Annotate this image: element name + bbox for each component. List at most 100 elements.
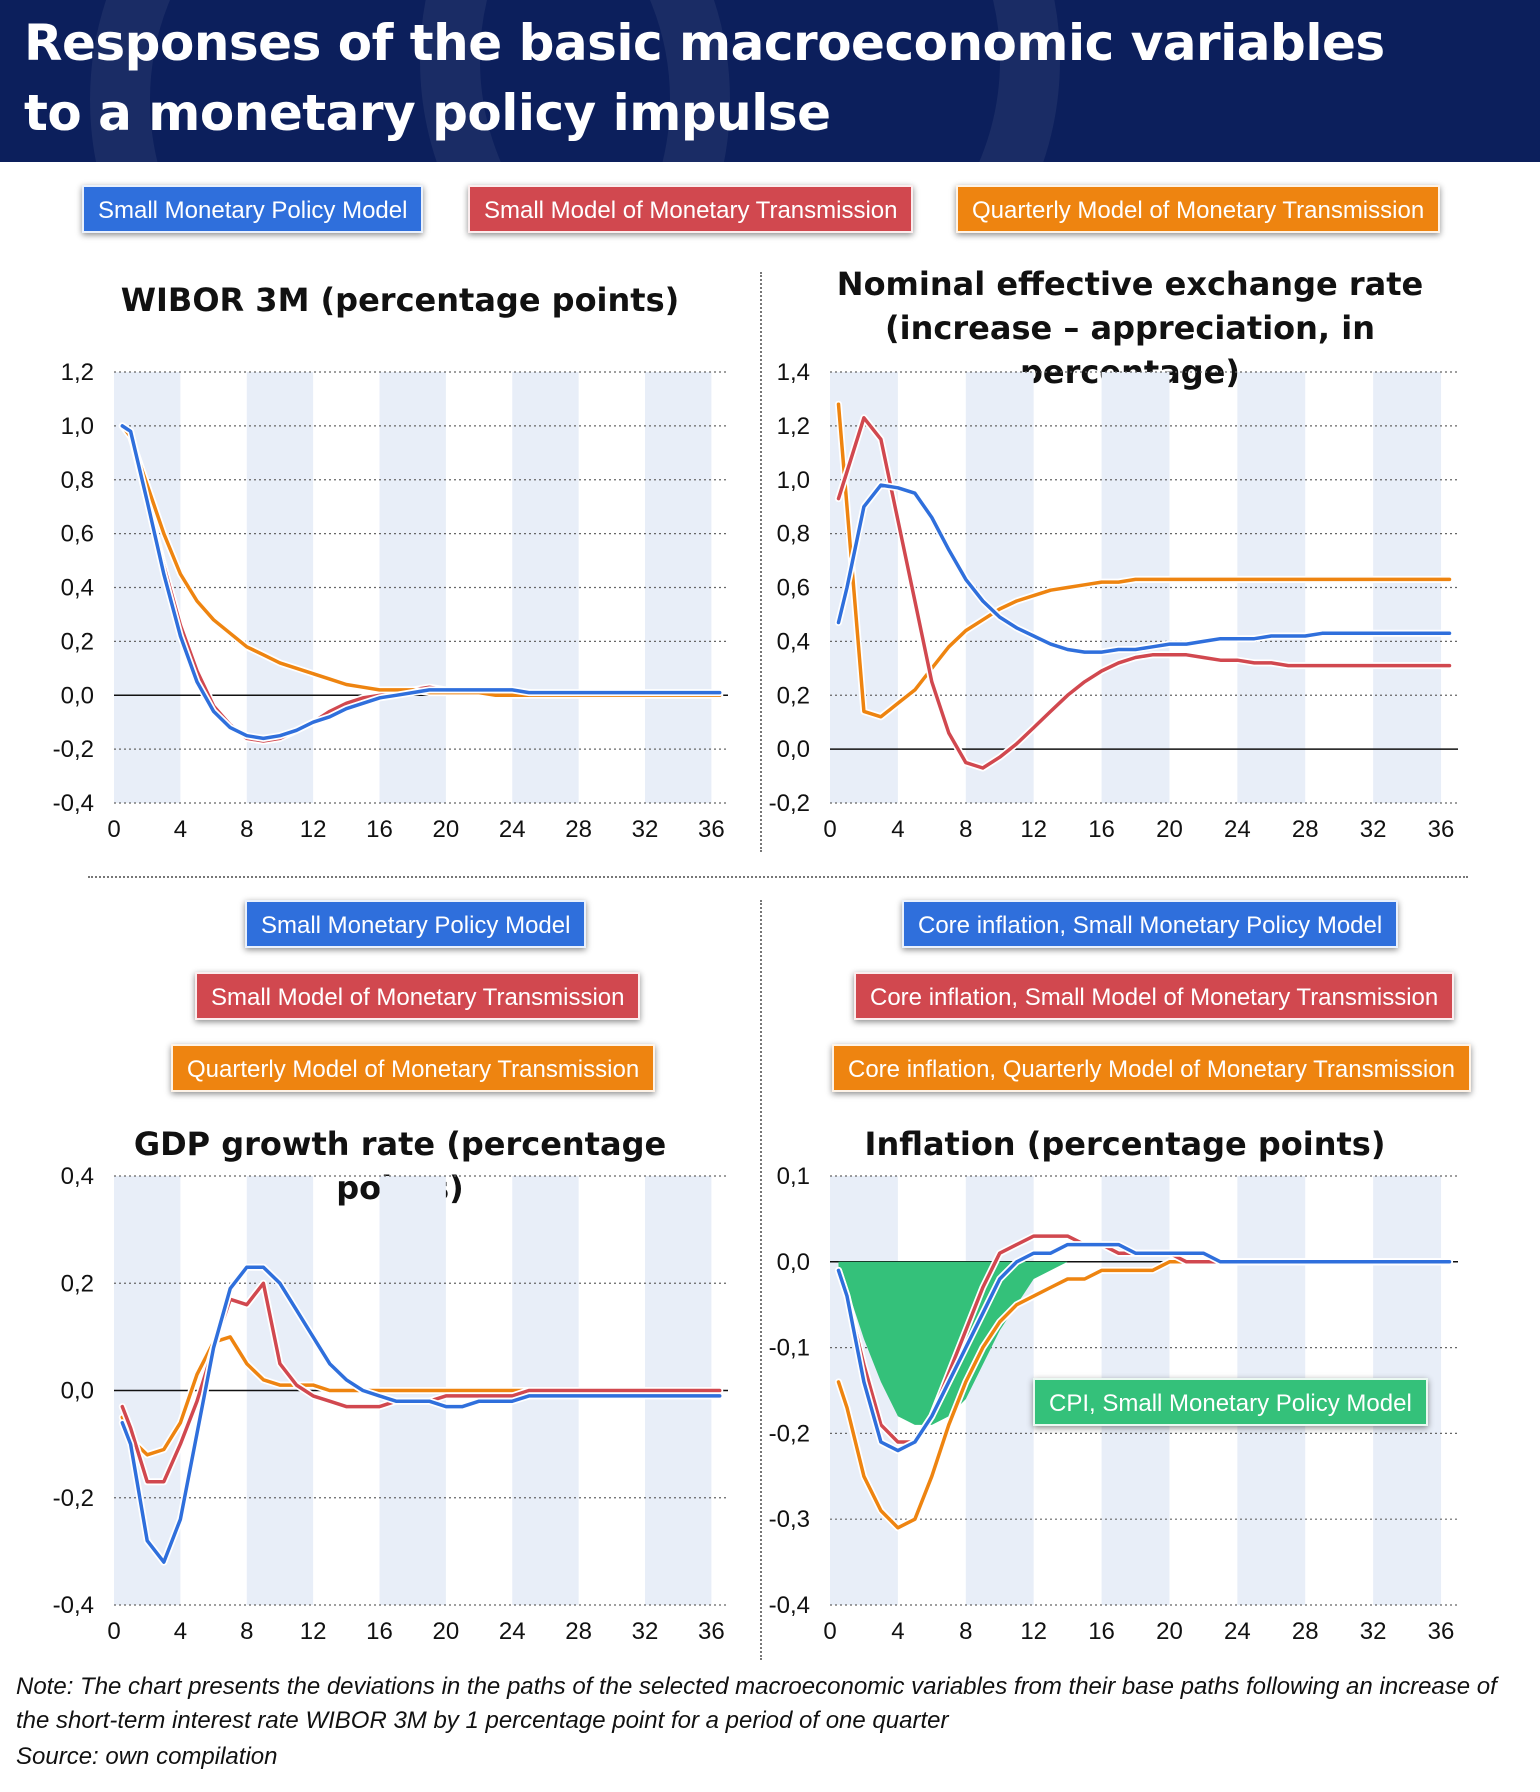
y-tick-label: 0,8 xyxy=(777,521,810,548)
legend-core-inflation-quarterly-model-monetary-transmission: Core inflation, Quarterly Model of Monet… xyxy=(832,1044,1471,1092)
x-tick-label: 36 xyxy=(1428,1618,1455,1645)
x-tick-label: 4 xyxy=(891,816,904,843)
legend-cpi-small-monetary-policy-model: CPI, Small Monetary Policy Model xyxy=(1033,1378,1428,1426)
y-tick-label: 0,2 xyxy=(777,682,810,709)
exchange-rate-chart: -0,2 0,0 0,2 0,4 0,6 0,8 1,0 1,2 1,4 0 4 8 12 16 20 24 2… xyxy=(769,359,1458,843)
y-tick-label: 1,0 xyxy=(777,467,810,494)
x-tick-label: 24 xyxy=(1224,816,1251,843)
vertical-separator-top xyxy=(760,272,762,852)
series-line-blue xyxy=(836,1242,1452,1453)
x-tick-label: 16 xyxy=(1088,1618,1115,1645)
x-tick-label: 24 xyxy=(499,816,526,843)
x-tick-label: 32 xyxy=(1360,1618,1387,1645)
y-tick-label: -0,4 xyxy=(53,1592,94,1619)
inflation-chart-title: Inflation (percentage points) xyxy=(864,1125,1386,1163)
y-tick-label: -0,2 xyxy=(769,790,810,817)
legend-quarterly-model-monetary-transmission: Quarterly Model of Monetary Transmission xyxy=(956,185,1441,233)
x-tick-label: 12 xyxy=(300,816,327,843)
series-line-red xyxy=(836,416,1452,770)
y-tick-label: -0,2 xyxy=(769,1420,810,1447)
y-tick-label: 0,2 xyxy=(61,628,94,655)
x-tick-label: 28 xyxy=(565,1618,592,1645)
main-title: Responses of the basic macroeconomic var… xyxy=(24,8,1504,148)
horizontal-separator xyxy=(88,876,1468,878)
x-tick-label: 8 xyxy=(240,816,253,843)
x-tick-label: 0 xyxy=(107,1618,120,1645)
x-tick-label: 36 xyxy=(1428,816,1455,843)
series-line-blue xyxy=(836,483,1452,654)
header-banner: Responses of the basic macroeconomic var… xyxy=(0,0,1540,162)
y-tick-label: -0,2 xyxy=(53,736,94,763)
legend-core-inflation-small-monetary-policy-model: Core inflation, Small Monetary Policy Mo… xyxy=(902,900,1399,948)
x-tick-label: 0 xyxy=(107,816,120,843)
x-tick-label: 16 xyxy=(1088,816,1115,843)
y-tick-label: -0,4 xyxy=(53,790,94,817)
y-tick-label: 0,6 xyxy=(777,575,810,602)
y-tick-label: -0,4 xyxy=(769,1592,810,1619)
x-tick-label: 12 xyxy=(1020,1618,1047,1645)
background-band xyxy=(965,1176,1034,1605)
x-tick-label: 16 xyxy=(366,1618,393,1645)
x-tick-label: 12 xyxy=(1020,816,1047,843)
x-tick-label: 32 xyxy=(632,1618,659,1645)
x-tick-label: 20 xyxy=(433,816,460,843)
series-line-blue xyxy=(120,1265,722,1564)
x-tick-label: 36 xyxy=(698,816,725,843)
legend-gdp-small-model-monetary-transmission: Small Model of Monetary Transmission xyxy=(195,972,641,1020)
x-tick-label: 8 xyxy=(959,1618,972,1645)
legend-core-inflation-small-model-monetary-transmission: Core inflation, Small Model of Monetary … xyxy=(854,972,1455,1020)
y-tick-label: 0,4 xyxy=(61,1163,94,1190)
y-tick-label: 1,2 xyxy=(61,359,94,386)
x-tick-label: 4 xyxy=(174,816,187,843)
exchange-chart-title: Nominal effective exchange rate (increas… xyxy=(790,262,1470,394)
x-tick-label: 32 xyxy=(632,816,659,843)
x-tick-label: 28 xyxy=(1292,816,1319,843)
x-tick-label: 20 xyxy=(1156,1618,1183,1645)
y-tick-label: 0,6 xyxy=(61,521,94,548)
x-tick-label: 8 xyxy=(959,816,972,843)
footnote: Note: The chart presents the deviations … xyxy=(16,1673,1497,1734)
y-tick-label: 0,1 xyxy=(777,1163,810,1190)
x-tick-label: 4 xyxy=(174,1618,187,1645)
legend-small-monetary-policy-model: Small Monetary Policy Model xyxy=(82,185,424,233)
y-tick-label: 1,2 xyxy=(777,413,810,440)
x-tick-label: 24 xyxy=(499,1618,526,1645)
decorative-ring xyxy=(420,0,1060,162)
source-note: Source: own compilation xyxy=(16,1743,278,1770)
main-title-line1: Responses of the basic macroeconomic var… xyxy=(24,14,1385,72)
y-tick-label: 0,4 xyxy=(61,575,94,602)
x-tick-label: 0 xyxy=(823,1618,836,1645)
y-tick-label: 0,0 xyxy=(61,1378,94,1405)
x-tick-label: 36 xyxy=(698,1618,725,1645)
legend-gdp-small-monetary-policy-model: Small Monetary Policy Model xyxy=(245,900,587,948)
wibor-chart-title: WIBOR 3M (percentage points) xyxy=(120,281,680,319)
y-tick-label: 0,2 xyxy=(61,1270,94,1297)
exchange-title-line1: Nominal effective exchange rate xyxy=(836,265,1424,303)
y-tick-label: 1,0 xyxy=(61,413,94,440)
y-tick-label: 0,0 xyxy=(777,736,810,763)
x-tick-label: 32 xyxy=(1360,816,1387,843)
x-tick-label: 8 xyxy=(240,1618,253,1645)
y-tick-label: 0,0 xyxy=(61,682,94,709)
main-title-line2: to a monetary policy impulse xyxy=(24,84,831,142)
x-tick-label: 28 xyxy=(565,816,592,843)
y-tick-label: 0,0 xyxy=(777,1249,810,1276)
series-line-blue xyxy=(120,424,722,741)
x-tick-label: 4 xyxy=(891,1618,904,1645)
wibor-chart: -0,4 -0,2 0,0 0,2 0,4 0,6 0,8 1,0 1,2 0 4 8 12 16 20 24… xyxy=(53,359,728,843)
y-tick-label: -0,3 xyxy=(769,1506,810,1533)
y-tick-label: 0,8 xyxy=(61,467,94,494)
x-tick-label: 24 xyxy=(1224,1618,1251,1645)
legend-gdp-quarterly-model-monetary-transmission: Quarterly Model of Monetary Transmission xyxy=(171,1044,656,1092)
legend-small-model-monetary-transmission: Small Model of Monetary Transmission xyxy=(468,185,914,233)
x-tick-label: 0 xyxy=(823,816,836,843)
x-tick-label: 28 xyxy=(1292,1618,1319,1645)
y-tick-label: 0,4 xyxy=(777,628,810,655)
y-tick-label: -0,1 xyxy=(769,1335,810,1362)
background-band xyxy=(965,372,1034,803)
y-tick-label: -0,2 xyxy=(53,1485,94,1512)
x-tick-label: 20 xyxy=(1156,816,1183,843)
y-tick-label: 1,4 xyxy=(777,359,810,386)
x-tick-label: 12 xyxy=(300,1618,327,1645)
